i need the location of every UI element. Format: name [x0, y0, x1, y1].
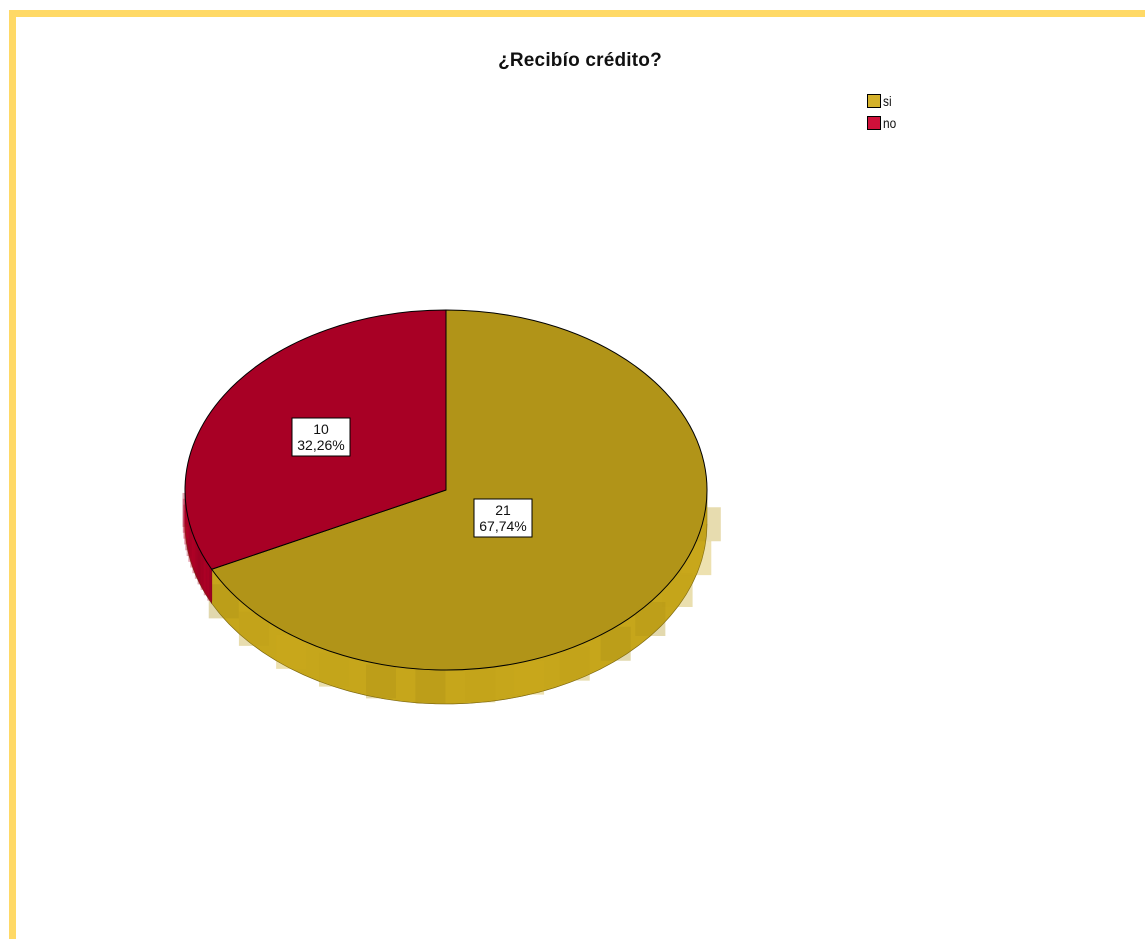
data-label-count: 10	[313, 421, 329, 437]
frame-border-left	[9, 10, 16, 939]
legend-item-no: no	[867, 114, 899, 132]
legend-swatch-no	[867, 116, 881, 130]
legend-item-si: si	[867, 92, 899, 110]
pie-slice-si	[211, 309, 708, 671]
frame-border-top	[9, 10, 1145, 17]
legend-swatch-si	[867, 94, 881, 108]
legend-label-si: si	[883, 93, 892, 109]
chart-title: ¿Recibío crédito?	[498, 50, 662, 71]
data-label-box	[473, 498, 533, 538]
pie-rim	[184, 523, 708, 705]
data-label-count: 21	[495, 502, 511, 518]
legend: si no	[867, 92, 899, 136]
legend-label-no: no	[883, 115, 897, 131]
data-label-percent: 32,26%	[297, 437, 344, 453]
data-label-percent: 67,74%	[479, 518, 526, 534]
data-label-box	[291, 417, 351, 457]
